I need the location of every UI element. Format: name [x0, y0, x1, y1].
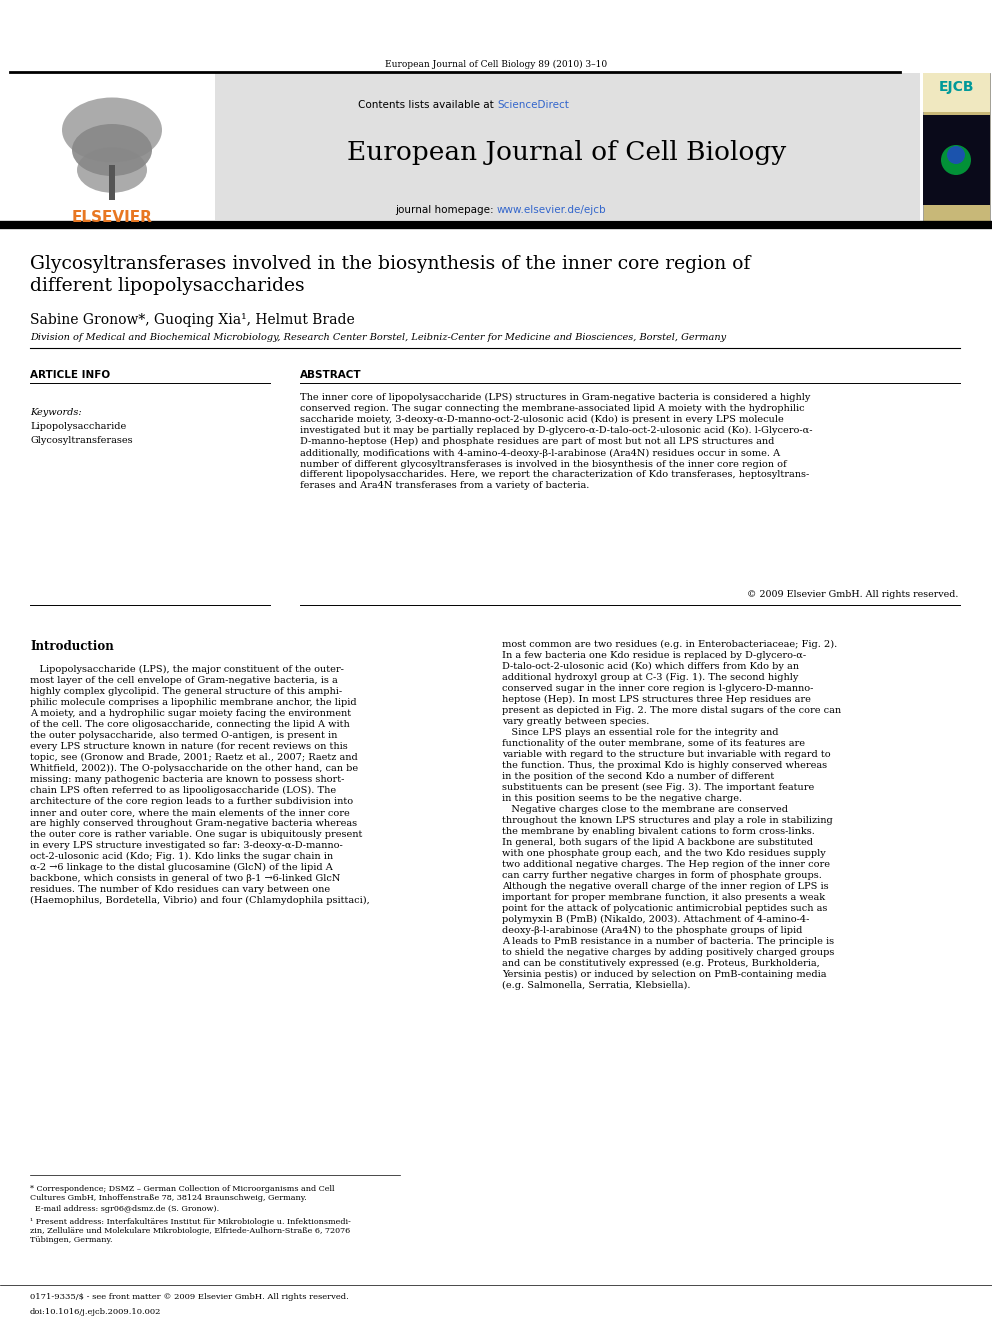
Text: ARTICLE INFO: ARTICLE INFO: [30, 370, 110, 380]
Text: Glycosyltransferases involved in the biosynthesis of the inner core region of
di: Glycosyltransferases involved in the bio…: [30, 255, 750, 295]
Text: 0171-9335/$ - see front matter © 2009 Elsevier GmbH. All rights reserved.: 0171-9335/$ - see front matter © 2009 El…: [30, 1293, 349, 1301]
Text: © 2009 Elsevier GmbH. All rights reserved.: © 2009 Elsevier GmbH. All rights reserve…: [747, 590, 958, 599]
Text: most common are two residues (e.g. in Enterobacteriaceae; Fig. 2).
In a few bact: most common are two residues (e.g. in En…: [502, 640, 841, 991]
Text: Keywords:: Keywords:: [30, 407, 81, 417]
Text: doi:10.1016/j.ejcb.2009.10.002: doi:10.1016/j.ejcb.2009.10.002: [30, 1308, 162, 1316]
Text: Introduction: Introduction: [30, 640, 114, 654]
Ellipse shape: [77, 147, 147, 193]
Text: European Journal of Cell Biology: European Journal of Cell Biology: [347, 140, 787, 165]
Text: * Correspondence; DSMZ – German Collection of Microorganisms and Cell
Cultures G: * Correspondence; DSMZ – German Collecti…: [30, 1185, 334, 1203]
Text: European Journal of Cell Biology 89 (2010) 3–10: European Journal of Cell Biology 89 (201…: [385, 60, 607, 69]
Text: EJCB: EJCB: [938, 79, 974, 94]
Ellipse shape: [947, 146, 965, 164]
Text: The inner core of lipopolysaccharide (LPS) structures in Gram-negative bacteria : The inner core of lipopolysaccharide (LP…: [300, 393, 812, 491]
Text: E-mail address: sgr06@dsmz.de (S. Gronow).: E-mail address: sgr06@dsmz.de (S. Gronow…: [30, 1205, 219, 1213]
Ellipse shape: [62, 98, 162, 163]
Bar: [923, 73, 990, 222]
Text: www.elsevier.de/ejcb: www.elsevier.de/ejcb: [497, 205, 607, 216]
Text: Sabine Gronow*, Guoqing Xia¹, Helmut Brade: Sabine Gronow*, Guoqing Xia¹, Helmut Bra…: [30, 314, 355, 327]
Text: journal homepage:: journal homepage:: [395, 205, 497, 216]
Text: Glycosyltransferases: Glycosyltransferases: [30, 437, 133, 445]
Ellipse shape: [941, 146, 971, 175]
Ellipse shape: [72, 124, 152, 176]
Text: Division of Medical and Biochemical Microbiology, Research Center Borstel, Leibn: Division of Medical and Biochemical Micr…: [30, 333, 726, 343]
Text: Lipopolysaccharide (LPS), the major constituent of the outer-
most layer of the : Lipopolysaccharide (LPS), the major cons…: [30, 665, 370, 905]
Text: Contents lists available at: Contents lists available at: [358, 101, 497, 110]
Bar: [215, 73, 920, 220]
Text: Lipopolysaccharide: Lipopolysaccharide: [30, 422, 126, 431]
Bar: [923, 115, 990, 205]
Bar: [109, 165, 115, 200]
Text: ScienceDirect: ScienceDirect: [497, 101, 568, 110]
Text: ABSTRACT: ABSTRACT: [300, 370, 362, 380]
Bar: [10, 73, 215, 210]
Text: ELSEVIER: ELSEVIER: [71, 210, 153, 225]
Text: ¹ Present address: Interfakultäres Institut für Mikrobiologie u. Infektionsmedi-: ¹ Present address: Interfakultäres Insti…: [30, 1218, 351, 1245]
Bar: [923, 73, 990, 112]
